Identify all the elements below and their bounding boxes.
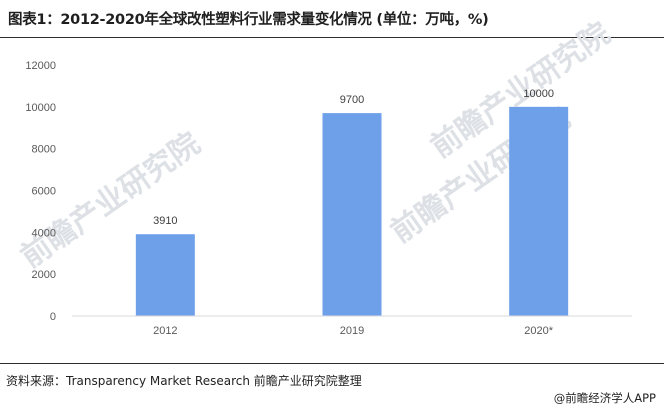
- title-divider: [0, 37, 664, 38]
- x-tick-label: 2012: [153, 325, 177, 337]
- bar: [322, 113, 382, 316]
- source-note: 资料来源：Transparency Market Research 前瞻产业研究…: [6, 374, 362, 388]
- chart-title: 图表1：2012-2020年全球改性塑料行业需求量变化情况 (单位：万吨，%): [8, 12, 489, 28]
- data-label: 9700: [340, 94, 364, 106]
- data-labels: 3910 9700 10000: [153, 88, 554, 227]
- x-tick-label: 2019: [340, 325, 364, 337]
- data-label: 3910: [153, 215, 177, 227]
- y-tick-label: 4000: [32, 227, 56, 239]
- data-label: 10000: [523, 88, 554, 100]
- y-tick-label: 10000: [25, 102, 56, 114]
- bar: [135, 234, 195, 316]
- x-axis: 2012 2019 2020*: [153, 325, 554, 337]
- footer-divider: [0, 363, 664, 364]
- credit-text: @前瞻经济学人APP: [553, 391, 656, 405]
- y-tick-label: 0: [50, 311, 56, 323]
- y-tick-label: 12000: [25, 60, 56, 72]
- y-tick-label: 6000: [32, 186, 56, 198]
- y-tick-label: 8000: [32, 144, 56, 156]
- bar: [509, 106, 569, 316]
- y-axis: 0 2000 4000 6000 8000 10000 12000: [25, 60, 56, 323]
- y-tick-label: 2000: [32, 269, 56, 281]
- x-tick-label: 2020*: [524, 325, 553, 337]
- bars-group: [135, 106, 569, 316]
